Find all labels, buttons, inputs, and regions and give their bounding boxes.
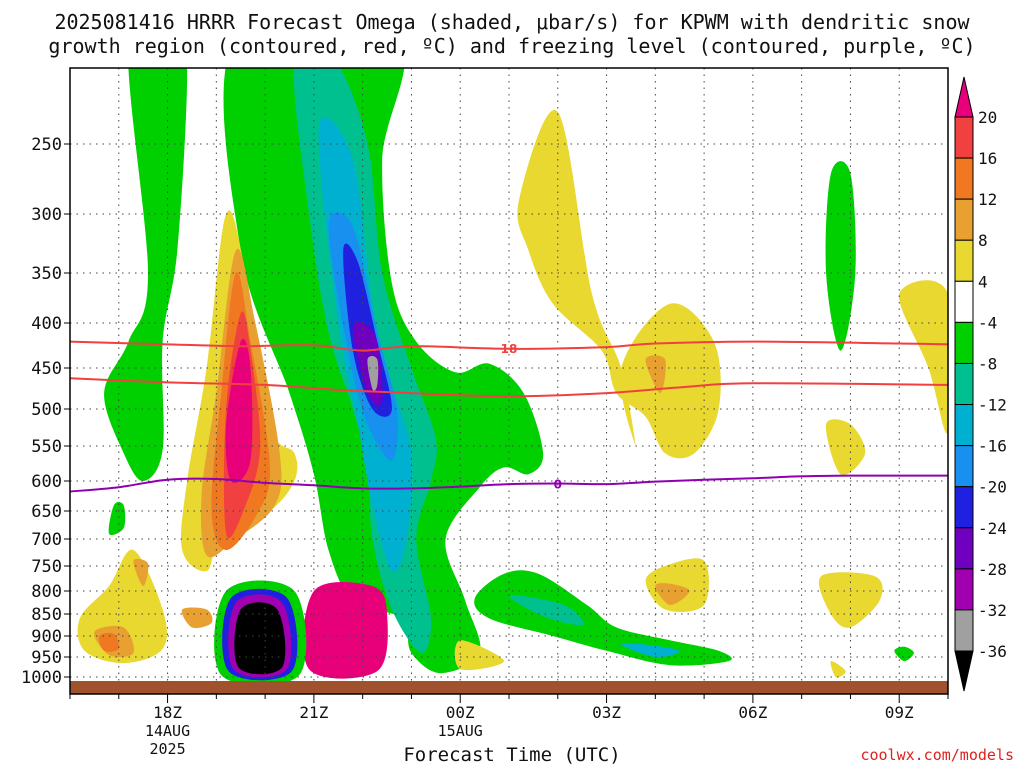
y-tick-label-900: 900 (31, 627, 62, 647)
chart-title-line2: growth region (contoured, red, ºC) and f… (48, 34, 976, 58)
omega-region-32 (225, 338, 253, 483)
colorbar-label-6: -8 (978, 354, 997, 373)
colorbar-bin-3 (954, 198, 974, 241)
x-tick-year-18: 2025 (149, 740, 185, 758)
colorbar-bin-11 (954, 527, 974, 570)
x-tick-label-18: 18Z (153, 703, 182, 722)
omega-region-37 (234, 602, 286, 675)
y-tick-label-350: 350 (31, 264, 62, 284)
x-tick-label-33: 09Z (885, 703, 914, 722)
omega-region-17 (899, 280, 948, 434)
colorbar-label-1: 16 (978, 149, 997, 168)
y-tick-label-550: 550 (31, 437, 62, 457)
y-tick-label-600: 600 (31, 472, 62, 492)
x-tick-label-30: 06Z (738, 703, 767, 722)
colorbar-label-12: -32 (978, 601, 1007, 620)
x-tick-date-24: 15AUG (438, 722, 483, 740)
omega-region-0 (104, 68, 188, 482)
omega-region-33 (303, 581, 388, 679)
omega-region-13 (367, 355, 379, 391)
omega-region-25 (133, 558, 149, 587)
omega-region-2 (474, 570, 732, 666)
colorbar-label-8: -16 (978, 437, 1007, 456)
y-tick-label-400: 400 (31, 314, 62, 334)
y-tick-label-450: 450 (31, 359, 62, 379)
colorbar-bin-8 (954, 404, 974, 447)
colorbar-bin-10 (954, 486, 974, 529)
x-tick-date-18: 14AUG (145, 722, 190, 740)
colorbar-label-10: -24 (978, 519, 1007, 538)
colorbar-bin-12 (954, 568, 974, 611)
x-axis-title: Forecast Time (UTC) (403, 744, 621, 766)
omega-region-20 (825, 419, 866, 476)
omega-region-22 (830, 661, 846, 678)
colorbar-bin-6 (954, 321, 974, 364)
omega-region-5 (108, 502, 126, 536)
omega-region-16 (517, 110, 721, 459)
y-tick-label-300: 300 (31, 205, 62, 225)
colorbar-bottom-arrow (954, 650, 974, 692)
omega-region-30 (98, 632, 120, 652)
colorbar-bin-7 (954, 362, 974, 406)
colorbar-top-arrow (954, 76, 974, 118)
colorbar-bin-1 (954, 116, 974, 159)
credit-link[interactable]: coolwx.com/models (860, 746, 1014, 764)
y-tick-label-750: 750 (31, 557, 62, 577)
contour-line-0 (70, 340, 948, 352)
colorbar-label-3: 8 (978, 231, 988, 250)
y-tick-label-800: 800 (31, 582, 62, 602)
contour-line-2 (70, 474, 948, 493)
x-tick-label-24: 00Z (446, 703, 475, 722)
omega-region-9 (621, 643, 680, 658)
omega-region-3 (825, 161, 856, 351)
x-tick-label-21: 21Z (299, 703, 328, 722)
y-tick-label-650: 650 (31, 502, 62, 522)
y-tick-label-250: 250 (31, 135, 62, 155)
colorbar-bin-4 (954, 239, 974, 282)
colorbar-label-11: -28 (978, 560, 1007, 579)
y-tick-label-700: 700 (31, 530, 62, 550)
y-tick-label-850: 850 (31, 605, 62, 625)
omega-region-27 (655, 583, 690, 606)
colorbar-label-13: -36 (978, 642, 1007, 661)
colorbar-label-7: -12 (978, 396, 1007, 415)
y-tick-label-950: 950 (31, 648, 62, 668)
omega-region-26 (181, 607, 213, 629)
omega-region-19 (818, 572, 883, 628)
colorbar-bin-2 (954, 157, 974, 200)
chart-title-line1: 2025081416 HRRR Forecast Omega (shaded, … (54, 10, 970, 34)
y-tick-label-500: 500 (31, 400, 62, 420)
colorbar-label-4: 4 (978, 272, 988, 291)
colorbar-label-9: -20 (978, 478, 1007, 497)
contour-label-0: 0 (554, 477, 562, 491)
omega-region-21 (454, 640, 505, 671)
y-tick-label-1000: 1000 (21, 668, 62, 688)
omega-region-7 (508, 594, 584, 626)
colorbar-bin-5 (954, 280, 974, 323)
colorbar-label-5: -4 (978, 313, 997, 332)
contour-label-18: 18 (501, 342, 518, 356)
colorbar-bin-13 (954, 609, 974, 652)
contour-line-1 (70, 377, 948, 398)
ground-below-surface (70, 681, 948, 694)
colorbar-bin-9 (954, 445, 974, 488)
x-tick-label-27: 03Z (592, 703, 621, 722)
colorbar-label-0: 20 (978, 108, 997, 127)
colorbar-label-2: 12 (978, 190, 997, 209)
